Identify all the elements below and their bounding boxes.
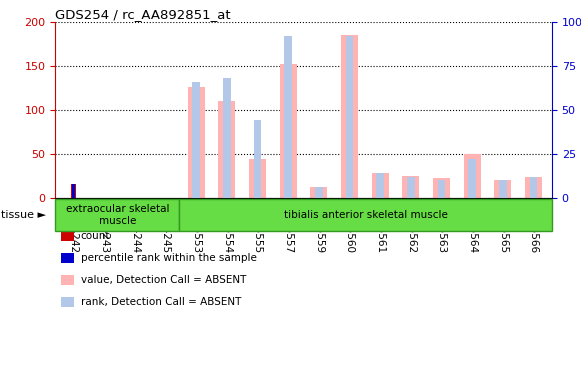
- Bar: [437, 180, 446, 198]
- Text: value, Detection Call = ABSENT: value, Detection Call = ABSENT: [81, 275, 246, 285]
- Bar: [433, 178, 450, 198]
- Bar: [285, 36, 292, 198]
- Text: percentile rank within the sample: percentile rank within the sample: [81, 253, 257, 263]
- Bar: [254, 120, 261, 198]
- Bar: [494, 180, 511, 198]
- Text: GDS254 / rc_AA892851_at: GDS254 / rc_AA892851_at: [55, 8, 231, 21]
- Bar: [188, 87, 205, 198]
- Bar: [464, 154, 480, 198]
- Bar: [280, 64, 297, 198]
- Bar: [315, 187, 322, 198]
- Bar: [407, 176, 415, 198]
- Bar: [499, 180, 507, 198]
- Bar: [403, 176, 419, 198]
- Bar: [372, 173, 389, 198]
- Text: extraocular skeletal
muscle: extraocular skeletal muscle: [66, 204, 169, 226]
- Bar: [223, 78, 231, 198]
- Bar: [218, 101, 235, 198]
- Bar: [346, 36, 353, 198]
- Text: tibialis anterior skeletal muscle: tibialis anterior skeletal muscle: [284, 210, 447, 220]
- Bar: [71, 184, 76, 198]
- Bar: [72, 184, 76, 198]
- Text: rank, Detection Call = ABSENT: rank, Detection Call = ABSENT: [81, 297, 241, 307]
- Bar: [376, 173, 384, 198]
- Bar: [530, 176, 537, 198]
- Bar: [341, 35, 358, 198]
- Bar: [310, 187, 327, 198]
- Bar: [525, 176, 542, 198]
- Bar: [192, 82, 200, 198]
- Bar: [249, 159, 266, 198]
- Text: tissue ►: tissue ►: [1, 210, 45, 220]
- Bar: [468, 159, 476, 198]
- Text: count: count: [81, 231, 110, 241]
